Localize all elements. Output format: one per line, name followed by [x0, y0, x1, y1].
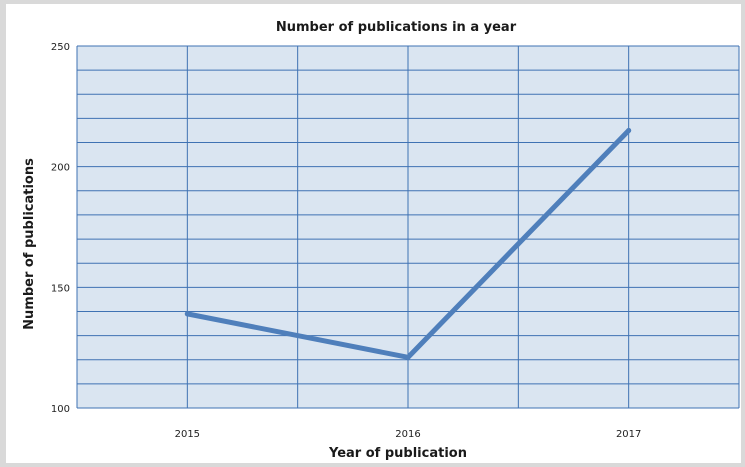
y-tick-label: 250 [51, 42, 70, 53]
x-tick-label: 2016 [395, 429, 420, 440]
x-tick-label: 2015 [175, 429, 200, 440]
y-axis-ticks: 100 150 200 250 [51, 42, 70, 415]
x-axis-ticks: 2015 2016 2017 [175, 429, 642, 440]
plot-area [76, 45, 740, 409]
y-axis-title: Number of publications [22, 158, 37, 330]
chart-title: Number of publications in a year [276, 20, 517, 35]
data-point [405, 354, 411, 360]
chart-frame: Number of publications in a year 100 150 2… [6, 4, 741, 463]
line-chart: Number of publications in a year 100 150 2… [22, 20, 740, 461]
y-tick-label: 100 [51, 404, 70, 415]
x-tick-label: 2017 [616, 429, 641, 440]
y-tick-label: 200 [51, 163, 70, 174]
data-point [626, 127, 632, 133]
data-point [184, 311, 190, 317]
x-axis-title: Year of publication [328, 446, 467, 461]
y-tick-label: 150 [51, 283, 70, 294]
